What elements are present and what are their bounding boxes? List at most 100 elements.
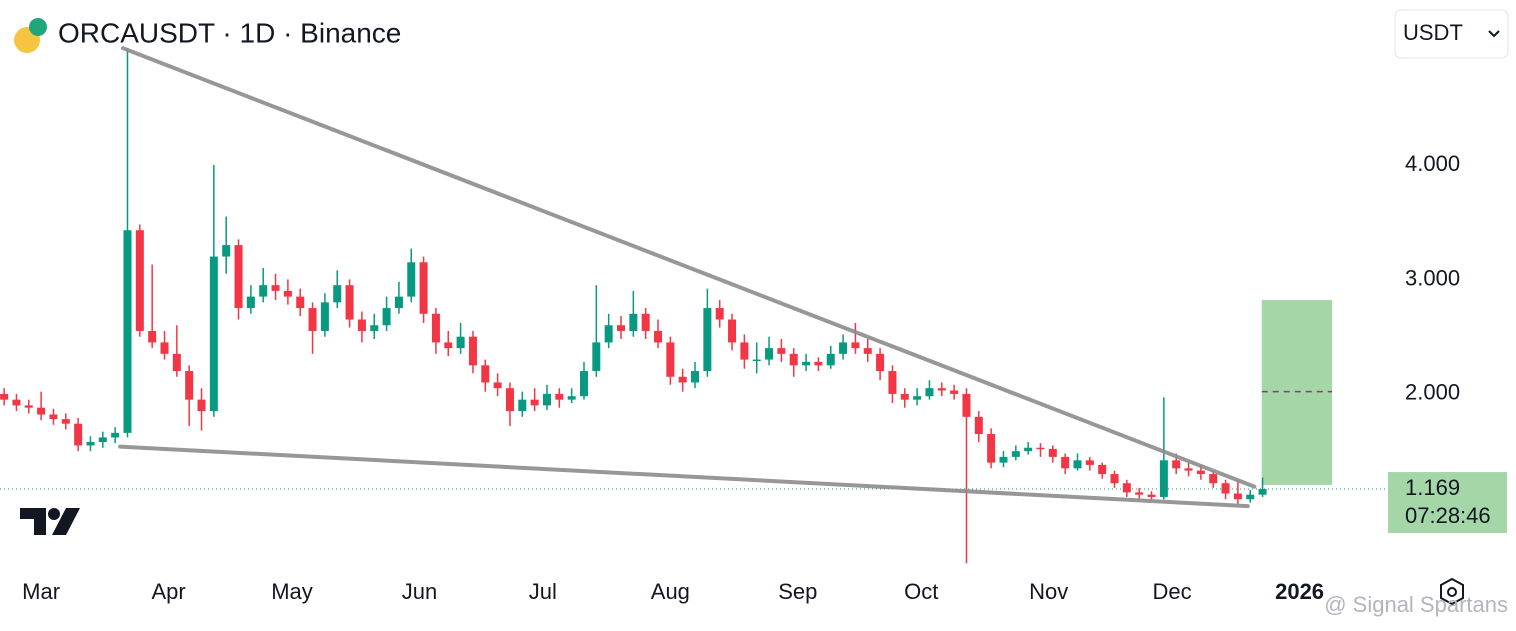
- candle-body: [789, 353, 798, 366]
- candle-body: [123, 230, 132, 433]
- candle-body: [135, 230, 144, 331]
- candle-body: [579, 371, 588, 397]
- candle-body: [691, 371, 700, 383]
- candle-body: [37, 407, 46, 415]
- last-price-label: 1.169: [1405, 475, 1460, 500]
- candle-body: [172, 353, 181, 372]
- candle-body: [505, 388, 514, 412]
- candle-body: [752, 359, 761, 362]
- candle-body: [407, 262, 416, 297]
- candle-body: [481, 365, 490, 383]
- candle-body: [641, 313, 650, 331]
- candle-body: [1221, 483, 1230, 494]
- candle-body: [740, 342, 749, 360]
- candle-body: [148, 330, 157, 343]
- candle-body: [357, 319, 366, 331]
- candle-body: [913, 396, 922, 400]
- y-tick-label: 3.000: [1405, 265, 1460, 290]
- candle-body: [937, 388, 946, 391]
- trendline: [120, 46, 1257, 489]
- exchange-logo: [29, 18, 47, 36]
- candle-body: [49, 414, 58, 420]
- candle-body: [678, 376, 687, 383]
- candle-body: [542, 393, 551, 406]
- candle-body: [419, 262, 428, 314]
- candle-body: [728, 319, 737, 343]
- candle-body: [1147, 494, 1156, 497]
- candle-body: [1061, 456, 1070, 469]
- x-tick-label: 2026: [1275, 579, 1324, 604]
- candle-body: [197, 399, 206, 412]
- candle-body: [950, 390, 959, 394]
- candle-body: [974, 416, 983, 434]
- candle-body: [160, 342, 169, 354]
- dropdown-arrow: [1488, 30, 1500, 38]
- candle-body: [74, 423, 83, 446]
- candle-body: [876, 353, 885, 372]
- currency-select[interactable]: [1394, 9, 1509, 59]
- candle-body: [1036, 447, 1045, 450]
- plot-area: [0, 46, 1388, 564]
- candle-body: [283, 290, 292, 297]
- candle-body: [629, 313, 638, 331]
- candle-body: [444, 342, 453, 349]
- candle-body: [394, 296, 403, 309]
- x-tick-label: May: [271, 579, 313, 604]
- candle-body: [1048, 448, 1057, 457]
- candle-body: [1246, 494, 1255, 500]
- x-tick-label: Mar: [22, 579, 60, 604]
- candle-body: [259, 285, 268, 297]
- candle-body: [900, 393, 909, 400]
- candle-body: [222, 245, 231, 257]
- candle-body: [98, 437, 107, 443]
- candle-body: [814, 361, 823, 366]
- currency-label[interactable]: USDT: [1403, 20, 1463, 45]
- tv-logo: [20, 508, 80, 535]
- candle-body: [296, 296, 305, 309]
- candle-body: [0, 393, 9, 400]
- candle-body: [777, 348, 786, 354]
- candle-body: [431, 313, 440, 343]
- x-tick-label: Oct: [904, 579, 938, 604]
- candle-body: [1011, 451, 1020, 457]
- trendline: [118, 444, 1250, 509]
- candle-body: [530, 399, 539, 406]
- candle-body: [111, 432, 120, 438]
- candle-body: [715, 308, 724, 320]
- candle-body: [1024, 447, 1033, 452]
- candle-body: [234, 245, 243, 309]
- candle-body: [888, 371, 897, 394]
- candle-body: [839, 342, 848, 354]
- candle-body: [1122, 483, 1131, 493]
- candle-body: [1196, 470, 1205, 475]
- watermark: @ Signal Spartans: [1324, 592, 1508, 617]
- candle-body: [555, 393, 564, 400]
- y-tick-label: 2.000: [1405, 380, 1460, 405]
- candle-body: [333, 285, 342, 303]
- candle-body: [1159, 460, 1168, 497]
- candle-body: [987, 433, 996, 463]
- settings-icon[interactable]: [1440, 577, 1464, 606]
- candle-body: [185, 371, 194, 400]
- candle-body: [1258, 489, 1267, 495]
- last-price-box: [1388, 472, 1507, 534]
- x-tick-label: Jul: [529, 579, 557, 604]
- candle-body: [320, 302, 329, 331]
- candle-body: [925, 388, 934, 397]
- candle-body: [851, 342, 860, 349]
- candle-body: [12, 399, 21, 406]
- candle-body: [703, 308, 712, 372]
- candle-body: [209, 256, 218, 412]
- candle-body: [468, 336, 477, 366]
- candle-body: [1073, 460, 1082, 469]
- candle-body: [592, 342, 601, 372]
- candle-body: [1135, 492, 1144, 495]
- candle-body: [370, 325, 379, 331]
- candle-body: [802, 361, 811, 366]
- candle-body: [1233, 493, 1242, 500]
- candle-body: [654, 330, 663, 343]
- x-tick-label: Dec: [1153, 579, 1192, 604]
- candle-body: [604, 325, 613, 343]
- candle-body: [826, 353, 835, 366]
- candle-body: [1085, 460, 1094, 465]
